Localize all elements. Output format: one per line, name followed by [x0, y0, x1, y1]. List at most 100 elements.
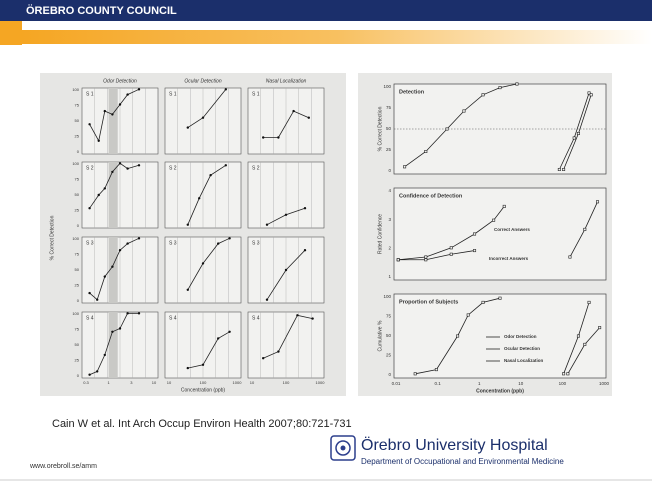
point	[515, 82, 519, 86]
point	[576, 132, 580, 136]
citation: Cain W et al. Int Arch Occup Environ Hea…	[52, 418, 352, 430]
point	[462, 109, 466, 113]
x-tick-label: 1000	[599, 381, 610, 386]
point	[186, 366, 189, 370]
point	[137, 88, 141, 91]
y-tick-label: 75	[75, 103, 80, 108]
point	[265, 298, 269, 301]
x-tick-label: 1000	[233, 380, 243, 385]
panel-label: S 2	[86, 165, 94, 171]
x-tick-label: 1	[108, 380, 111, 385]
point	[209, 174, 212, 177]
point	[576, 334, 580, 338]
panel-label: S 4	[169, 315, 177, 321]
point	[262, 357, 265, 360]
point	[198, 197, 201, 200]
point	[572, 136, 576, 140]
point	[303, 249, 307, 252]
point	[201, 116, 205, 119]
point	[224, 164, 227, 167]
y-tick-label: 2	[388, 246, 391, 251]
point	[137, 312, 141, 315]
legend-label: Ocular Detection	[504, 346, 540, 351]
y-tick-label: 25	[386, 147, 392, 152]
point	[598, 326, 602, 330]
y-tick-label: 100	[72, 87, 79, 92]
point	[262, 136, 265, 139]
x-axis-label: Concentration (ppb)	[476, 388, 524, 394]
point	[583, 342, 587, 346]
panel-label: S 3	[86, 240, 94, 246]
point	[284, 268, 288, 272]
point	[126, 242, 129, 245]
header-bar	[0, 0, 652, 21]
point	[456, 334, 460, 338]
point	[434, 368, 438, 372]
x-tick-label: 0.1	[434, 381, 441, 386]
point	[449, 252, 453, 256]
point	[292, 109, 295, 113]
department: Department of Occupational and Environme…	[361, 457, 564, 466]
point	[403, 165, 407, 169]
point	[186, 288, 189, 291]
panel-label: S 1	[252, 91, 260, 97]
point	[473, 232, 477, 236]
point	[88, 291, 91, 295]
point	[449, 246, 453, 250]
panel-title: Detection	[399, 89, 425, 95]
shaded-band	[108, 312, 118, 378]
point	[111, 265, 114, 268]
x-tick-label: 10	[250, 380, 255, 385]
x-tick-label: 3	[130, 380, 133, 385]
logo	[330, 435, 356, 461]
column-title: Odor Detection	[103, 78, 137, 84]
point	[284, 213, 288, 216]
x-tick-label: 10	[152, 380, 157, 385]
point	[589, 93, 593, 97]
point	[562, 372, 566, 376]
plot-panel	[393, 187, 607, 281]
y-tick-label: 50	[75, 118, 80, 123]
point	[111, 330, 114, 333]
y-tick-label: 100	[72, 161, 79, 166]
x-tick-label: 1	[478, 381, 481, 386]
point	[583, 227, 587, 231]
point	[498, 296, 502, 300]
point	[277, 350, 280, 353]
panel-label: S 1	[169, 91, 177, 97]
curve	[187, 164, 227, 225]
y-axis-label: Cumulative %	[377, 320, 383, 351]
point	[277, 136, 280, 139]
point	[502, 204, 506, 208]
point	[557, 168, 561, 172]
point	[473, 249, 477, 253]
header-title: ÖREBRO COUNTY COUNCIL	[26, 4, 177, 17]
shaded-band	[108, 237, 118, 303]
point	[111, 170, 114, 174]
y-tick-label: 25	[75, 208, 80, 213]
y-tick-label: 75	[75, 327, 80, 332]
y-tick-label: 25	[386, 353, 392, 358]
point	[201, 262, 205, 265]
point	[424, 258, 428, 262]
panel-label: S 2	[169, 165, 177, 171]
point	[217, 242, 220, 245]
y-axis-label: % Correct Detection	[377, 106, 383, 151]
y-tick-label: 50	[75, 267, 80, 272]
y-tick-label: 75	[386, 105, 392, 110]
x-tick-label: 100	[559, 381, 567, 386]
y-tick-label: 50	[75, 342, 80, 347]
point	[303, 207, 307, 210]
panel-label: S 4	[252, 315, 260, 321]
y-tick-label: 25	[75, 358, 80, 363]
point	[137, 237, 141, 240]
y-tick-label: 0	[77, 223, 80, 228]
point	[562, 168, 566, 172]
y-tick-label: 50	[386, 126, 392, 131]
legend-label: Nasal Localization	[504, 358, 544, 363]
footer-url: www.orebroll.se/amm	[29, 463, 97, 470]
x-tick-label: 0.3	[83, 380, 89, 385]
x-tick-label: 100	[283, 380, 290, 385]
point	[118, 103, 122, 106]
